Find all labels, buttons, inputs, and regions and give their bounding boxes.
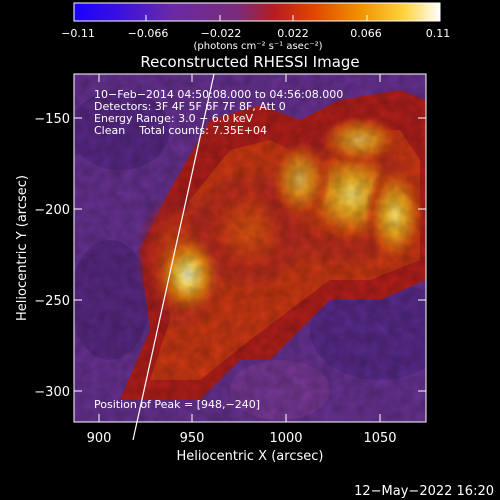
plot-title: Reconstructed RHESSI Image [140, 53, 359, 71]
observation-info: 10−Feb−2014 04:50:08.000 to 04:56:08.000… [94, 88, 343, 137]
generation-date: 12−May−2022 16:20 [354, 484, 494, 499]
y-axis-ticks [74, 117, 426, 392]
colorbar-tick-label: 0.022 [277, 27, 309, 40]
x-tick-label: 950 [180, 431, 205, 446]
colorbar-tick-label: −0.022 [201, 27, 242, 40]
info-clean-counts: Clean Total counts: 7.35E+04 [94, 124, 267, 137]
y-tick-label: −150 [34, 112, 70, 127]
info-energy-range: Energy Range: 3.0 − 6.0 keV [94, 112, 254, 125]
y-tick-label: −300 [34, 385, 70, 400]
info-time-range: 10−Feb−2014 04:50:08.000 to 04:56:08.000 [94, 88, 343, 101]
y-tick-label: −200 [34, 203, 70, 218]
rhessi-image [74, 74, 426, 422]
colorbar: −0.11 −0.066 −0.022 0.022 0.066 0.11 (ph… [61, 2, 451, 52]
x-tick-label: 1050 [363, 431, 396, 446]
colorbar-tick-label: −0.11 [61, 27, 95, 40]
plot-frame [73, 73, 427, 423]
y-axis-title: Heliocentric Y (arcsec) [15, 175, 30, 321]
x-tick-label: 900 [87, 431, 112, 446]
x-axis-ticks [98, 74, 381, 422]
peak-position-label: Position of Peak = [948,−240] [94, 398, 260, 411]
colorbar-tick-marks [73, 15, 441, 21]
y-tick-label: −250 [34, 294, 70, 309]
colorbar-gradient [73, 2, 441, 22]
x-tick-label: 1000 [269, 431, 302, 446]
solar-limb-line [132, 73, 215, 441]
colorbar-tick-label: 0.066 [350, 27, 382, 40]
colorbar-unit-label: (photons cm⁻² s⁻¹ asec⁻²) [193, 41, 322, 52]
colorbar-tick-label: 0.11 [426, 27, 451, 40]
info-detectors: Detectors: 3F 4F 5F 6F 7F 8F, Att 0 [94, 100, 286, 113]
colorbar-tick-label: −0.066 [128, 27, 169, 40]
x-axis-title: Heliocentric X (arcsec) [177, 449, 324, 464]
